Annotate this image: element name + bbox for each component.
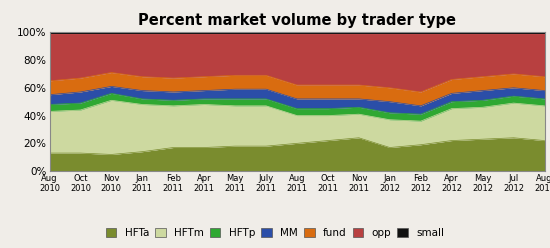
- Title: Percent market volume by trader type: Percent market volume by trader type: [138, 13, 456, 28]
- Legend: HFTa, HFTm, HFTp, MM, fund, opp, small: HFTa, HFTm, HFTp, MM, fund, opp, small: [104, 226, 446, 240]
